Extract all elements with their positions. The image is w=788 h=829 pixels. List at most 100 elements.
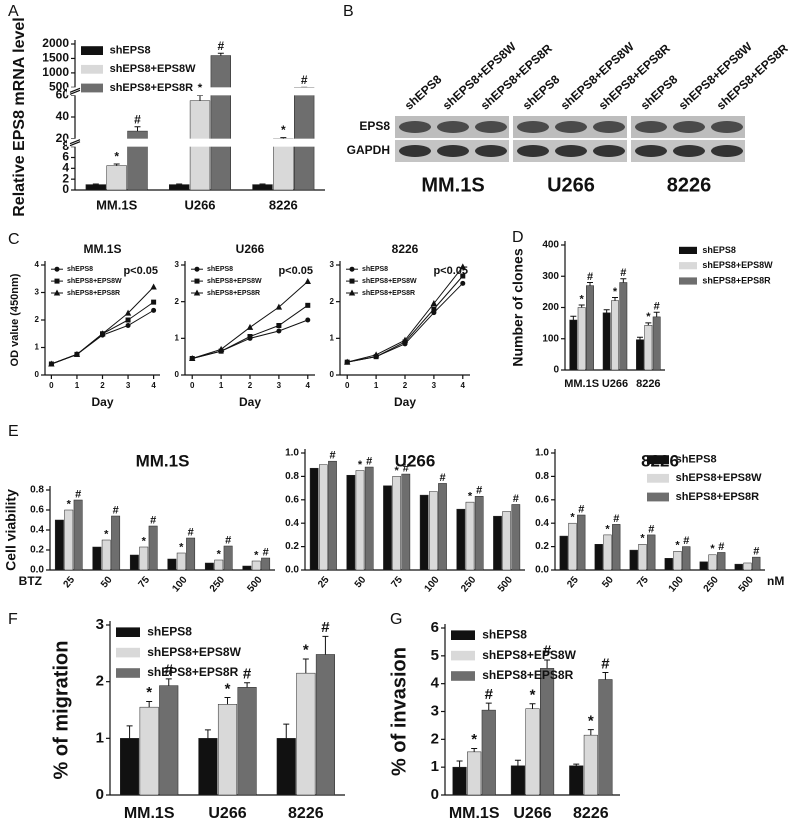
bar — [217, 704, 238, 796]
significance-marker: * — [468, 491, 473, 503]
significance-marker: # — [718, 541, 724, 553]
bar — [92, 546, 102, 571]
significance-marker: # — [587, 271, 593, 283]
point — [151, 299, 157, 305]
bar — [602, 312, 611, 371]
point — [247, 334, 253, 339]
significance-marker: # — [134, 112, 141, 126]
bar — [296, 672, 316, 796]
y-tick-label: 2000 — [42, 36, 69, 50]
legend-swatch — [81, 64, 103, 74]
x-tick-label: 3 — [432, 381, 437, 390]
blot-row-label: GAPDH — [347, 143, 390, 157]
x-tick-label: 2 — [100, 381, 105, 390]
bar — [237, 687, 257, 796]
x-tick-label: 0 — [49, 381, 54, 390]
y-tick-label: 4 — [35, 260, 40, 269]
bar — [619, 282, 628, 371]
y-tick-label: 0.0 — [535, 565, 549, 576]
bar — [664, 558, 673, 571]
significance-marker: # — [476, 485, 482, 497]
error-bar — [302, 658, 309, 674]
bar — [612, 524, 621, 571]
panel-label: G — [390, 611, 402, 628]
bar — [583, 734, 598, 796]
bar — [120, 738, 140, 796]
y-tick-label: 2 — [62, 171, 69, 185]
point — [460, 280, 466, 286]
x-tick-label: 1 — [374, 381, 379, 390]
significance-marker: # — [113, 504, 119, 516]
bar — [465, 501, 475, 571]
significance-marker: # — [753, 546, 759, 558]
y-axis-label: Number of clones — [510, 248, 526, 366]
y-tick-label: 2 — [431, 730, 439, 747]
legend-label: shEPS8+EPS8W — [110, 63, 197, 75]
chart-title: U266 — [395, 451, 436, 470]
y-tick-label: 1500 — [42, 51, 69, 65]
y-tick-label: 0.4 — [535, 518, 549, 529]
significance-marker: * — [530, 686, 536, 703]
blot-band — [593, 121, 625, 133]
y-tick-label: 2 — [330, 297, 335, 306]
x-tick-label: U266 — [184, 197, 215, 212]
point — [431, 306, 437, 312]
legend-swatch — [679, 277, 697, 285]
x-tick-label: MM.1S — [449, 805, 500, 822]
bar — [481, 709, 496, 796]
panel-label: E — [8, 423, 19, 440]
bar — [502, 511, 512, 571]
point — [124, 309, 132, 316]
y-axis-label: OD value (450nm) — [9, 273, 21, 366]
y-tick-label: 6 — [431, 619, 439, 636]
bar — [474, 496, 484, 571]
cell-line-label: MM.1S — [421, 174, 484, 196]
significance-marker: * — [646, 311, 651, 323]
y-tick-label: 3 — [330, 260, 335, 269]
y-tick-label: 0 — [431, 786, 439, 803]
bar — [452, 766, 467, 796]
chart-title: 8226 — [392, 242, 419, 256]
bar — [111, 515, 121, 571]
significance-marker: # — [601, 655, 610, 672]
bar — [106, 165, 127, 191]
y-tick-label: 0.8 — [30, 485, 44, 496]
bar — [383, 485, 392, 571]
bar — [525, 708, 540, 796]
legend-marker — [348, 289, 356, 296]
bar — [699, 561, 708, 571]
y-tick-label: 400 — [542, 240, 559, 251]
bar — [159, 685, 179, 796]
point — [401, 336, 409, 343]
bar — [54, 519, 64, 571]
bar — [186, 537, 196, 571]
point — [48, 360, 55, 367]
error-bar — [645, 322, 652, 326]
bar — [603, 534, 612, 571]
bar — [73, 499, 83, 571]
blot-band — [711, 145, 743, 157]
point — [125, 323, 131, 328]
blot-band — [437, 121, 469, 133]
legend-label: shEPS8+EPS8R — [147, 665, 238, 679]
blot-band — [635, 145, 667, 157]
legend-label: shEPS8+EPS8R — [676, 491, 760, 503]
point — [246, 323, 254, 330]
y-tick-label: 200 — [542, 302, 559, 313]
bar — [392, 476, 402, 571]
y-tick-label: 0 — [330, 370, 335, 379]
y-tick-label: 20 — [56, 131, 70, 145]
y-tick-label: 0 — [175, 370, 180, 379]
y-tick-label: 0.2 — [30, 545, 44, 556]
legend-marker — [194, 266, 200, 272]
bar — [346, 474, 356, 571]
bar — [276, 738, 296, 796]
bar — [644, 325, 653, 371]
y-tick-label: 3 — [96, 616, 104, 633]
legend-label: shEPS8 — [110, 45, 151, 57]
bar — [569, 319, 578, 371]
x-tick-label: 8226 — [288, 805, 324, 822]
legend-label: shEPS8+EPS8R — [482, 668, 573, 682]
point — [73, 350, 81, 357]
bar — [139, 706, 159, 796]
